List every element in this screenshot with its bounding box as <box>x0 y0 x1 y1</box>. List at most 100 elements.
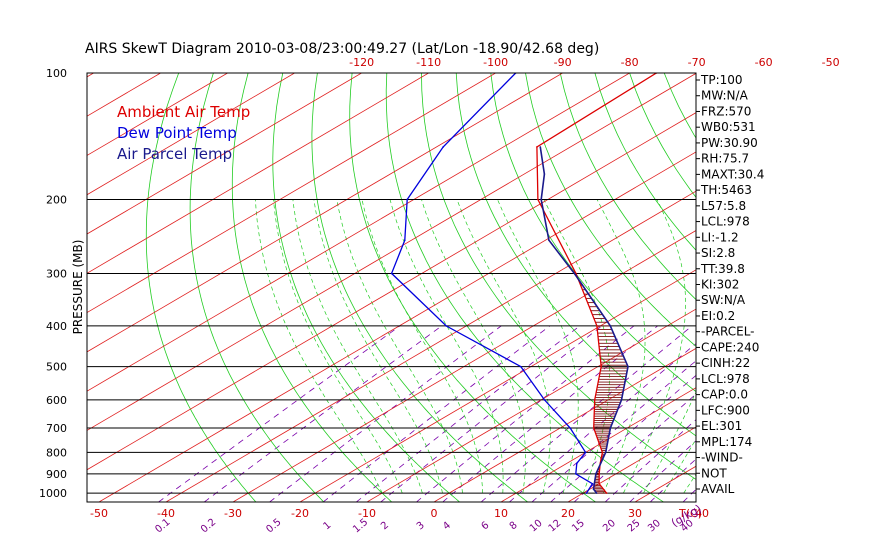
dry-adiabat <box>803 73 870 502</box>
moist-adiabat <box>663 438 696 494</box>
dry-adiabat <box>490 73 696 393</box>
series-point <box>596 325 598 327</box>
series-point <box>627 365 629 368</box>
isotherm-line <box>299 269 696 502</box>
series-point <box>406 198 409 201</box>
index-label: CINH:22 <box>701 356 750 370</box>
series-line-3 <box>539 146 629 494</box>
series-point <box>593 399 596 401</box>
dry-adiabat <box>349 73 596 502</box>
pressure-tick-label: 800 <box>46 446 67 459</box>
mixing-ratio-tick-label: 10 <box>528 518 545 535</box>
index-label: MPL:174 <box>701 435 752 449</box>
legend-item: Air Parcel Temp <box>117 145 232 163</box>
index-label: TP:100 <box>700 73 743 87</box>
mixing-ratio-line <box>550 374 696 502</box>
top-temp-tick-label: -70 <box>688 56 706 69</box>
top-temp-tick-label: -80 <box>621 56 639 69</box>
isotherm-line <box>232 230 696 502</box>
index-label: FRZ:570 <box>701 104 751 118</box>
series-point <box>543 173 546 175</box>
series-point <box>575 462 578 465</box>
series-point <box>605 492 608 494</box>
index-label: AVAIL <box>701 482 735 496</box>
series-point <box>548 239 550 241</box>
dry-adiabats <box>145 73 870 502</box>
index-label: SW:N/A <box>701 293 746 307</box>
series-point <box>591 482 594 485</box>
series-point <box>390 272 393 275</box>
mixing-ratio-tick-label: 12 <box>547 518 564 535</box>
series-point <box>539 146 542 148</box>
mixing-ratio-tick-label: 2 <box>379 520 391 533</box>
dry-adiabat <box>385 73 664 502</box>
series-line-1 <box>536 73 657 494</box>
top-temp-tick-label: -90 <box>554 56 572 69</box>
mixing-ratio-line <box>203 325 442 502</box>
index-label: LI:-1.2 <box>701 230 739 244</box>
top-temp-tick-label: -100 <box>483 56 508 69</box>
mixing-ratio-tick-label: 4 <box>441 520 453 533</box>
series-line-2 <box>390 73 594 494</box>
mixing-ratio-tick-label: 3 <box>415 520 427 533</box>
dry-adiabat <box>525 73 696 347</box>
mixing-ratio-tick-label: 0.5 <box>264 517 283 536</box>
pressure-tick-label: 400 <box>46 320 67 333</box>
dry-adiabat <box>145 73 257 502</box>
series-point <box>445 325 447 327</box>
top-temp-tick-label: -60 <box>755 56 773 69</box>
index-label: LCL:978 <box>701 215 750 229</box>
bottom-temp-tick-label: 20 <box>561 507 575 520</box>
dry-adiabat <box>838 73 870 502</box>
mixing-ratio-line <box>604 419 696 502</box>
mixing-ratio-line <box>416 325 635 502</box>
dry-adiabat <box>272 73 460 502</box>
isotherm-line <box>87 73 630 392</box>
bottom-temp-tick-label: 10 <box>494 507 508 520</box>
isotherm-line <box>87 73 362 235</box>
index-label: TT:39.8 <box>700 262 745 276</box>
series-point <box>595 492 598 494</box>
legend-item: Ambient Air Temp <box>117 103 250 121</box>
mixing-ratio-line <box>380 325 603 502</box>
plot-area <box>87 73 870 502</box>
mixing-ratio-line <box>573 393 696 502</box>
pressure-tick-labels: 100 200 300 400 500 600 700 800 900 1000 <box>39 67 67 500</box>
cape-hatching <box>580 284 628 494</box>
isotherm-line <box>87 73 496 314</box>
temp-unit-label: T(C) <box>678 507 702 520</box>
isotherm-line <box>87 73 295 196</box>
legend-item: Dew Point Temp <box>117 124 237 142</box>
dry-adiabat <box>559 73 696 301</box>
index-label: EI:0.2 <box>701 309 735 323</box>
index-label: -PARCEL- <box>701 325 755 339</box>
series-point <box>540 198 543 201</box>
plot-frame <box>86 72 697 503</box>
mixing-ratio-tick-label: 8 <box>508 520 520 533</box>
index-label: -WIND- <box>701 451 743 465</box>
isotherm-line <box>769 73 870 502</box>
dry-adiabat <box>663 73 696 139</box>
y-axis-label: PRESSURE (MB) <box>71 240 85 335</box>
mixing-ratio-tick-label: 25 <box>626 518 643 535</box>
moist-adiabat <box>313 199 443 494</box>
isotherm-line <box>87 73 563 353</box>
top-temp-tick-label: -120 <box>349 56 374 69</box>
pressure-tick-label: 100 <box>46 67 67 80</box>
pressure-tick-label: 1000 <box>39 487 67 500</box>
dry-adiabat <box>594 73 696 251</box>
index-label: NOT <box>701 466 727 480</box>
series-point <box>609 325 612 327</box>
series-point <box>592 427 595 429</box>
isotherm-line <box>87 112 696 471</box>
top-temp-tick-label: -110 <box>416 56 441 69</box>
legend: Ambient Air Temp Dew Point Temp Air Parcel… <box>117 103 250 163</box>
index-label: LCL:978 <box>701 372 750 386</box>
mixing-ratio-tick-label: 30 <box>646 518 663 535</box>
index-label: RH:75.7 <box>701 152 749 166</box>
series-point <box>543 399 546 401</box>
top-temp-tick-labels: -120-110-100-90-80-70-60-50-40 <box>349 56 839 69</box>
moist-adiabat <box>336 199 463 494</box>
